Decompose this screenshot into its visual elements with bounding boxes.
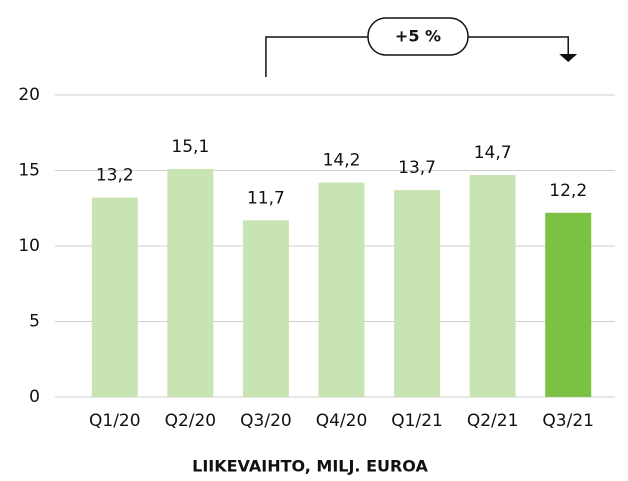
x-tick-label: Q2/20 <box>165 411 217 431</box>
y-tick-label: 15 <box>18 161 40 181</box>
y-tick-label: 10 <box>18 236 40 256</box>
bar <box>545 212 592 397</box>
annotation-text: +5 % <box>395 27 441 46</box>
value-label: 14,7 <box>474 143 512 163</box>
bar <box>91 197 138 397</box>
bar <box>242 220 289 397</box>
y-tick-label: 5 <box>29 312 40 332</box>
annotation-arrowhead <box>559 54 578 62</box>
value-label: 13,7 <box>398 158 436 178</box>
value-label: 15,1 <box>171 137 209 157</box>
bar <box>167 168 214 397</box>
y-tick-label: 0 <box>29 387 40 407</box>
value-label: 12,2 <box>549 181 587 201</box>
x-tick-label: Q3/20 <box>240 411 292 431</box>
x-tick-label: Q4/20 <box>316 411 368 431</box>
value-label: 13,2 <box>96 166 134 186</box>
y-tick-label: 20 <box>18 85 40 105</box>
bar <box>318 182 365 397</box>
value-label: 11,7 <box>247 188 285 208</box>
x-axis-label: LIIKEVAIHTO, MILJ. EUROA <box>192 457 428 476</box>
annotation-box <box>367 17 469 56</box>
annotation-bracket <box>265 36 569 77</box>
x-tick-label: Q3/21 <box>542 411 594 431</box>
x-tick-label: Q1/20 <box>89 411 141 431</box>
bar <box>469 175 516 397</box>
x-tick-label: Q1/21 <box>391 411 443 431</box>
bar <box>394 190 441 397</box>
x-tick-label: Q2/21 <box>467 411 519 431</box>
value-label: 14,2 <box>323 151 361 171</box>
